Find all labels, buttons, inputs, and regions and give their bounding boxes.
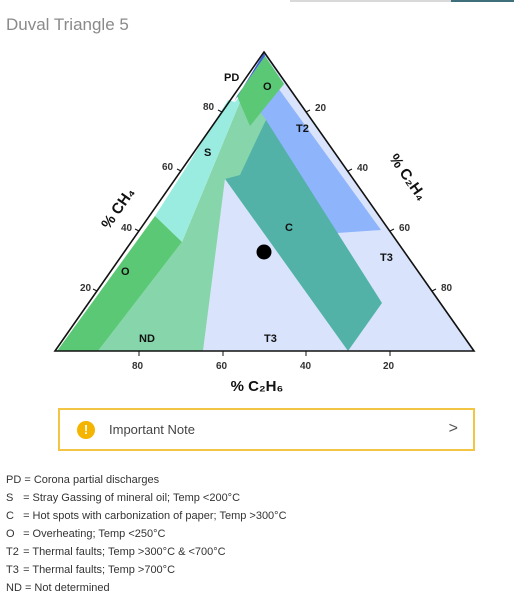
triangle-outline (53, 50, 476, 352)
left-ticks (92, 109, 223, 292)
region-o-top (237, 56, 284, 126)
right-axis-title: % C₂H₄ (386, 151, 430, 204)
right-tick-label: 20 (315, 103, 327, 114)
region-t3-bottom (203, 179, 348, 351)
legend-text: = Corona partial discharges (24, 474, 160, 486)
region-label-t3-bottom: T3 (264, 333, 277, 345)
region-c (225, 120, 382, 351)
legend-text: = Not determined (24, 582, 110, 594)
legend-code: T3 (6, 564, 19, 576)
legend-item: PD = Corona partial discharges (6, 471, 287, 489)
region-label-pd: PD (224, 72, 239, 84)
legend-code: S (6, 492, 14, 504)
legend-text: = Thermal faults; Temp >300°C & <700°C (23, 546, 226, 558)
left-axis-title: % CH₄ (98, 185, 138, 233)
legend: PD = Corona partial discharges S = Stray… (6, 471, 287, 597)
region-label-s: S (204, 147, 211, 159)
left-tick-label: 20 (80, 283, 92, 294)
region-label-t2: T2 (296, 123, 309, 135)
left-tick-label: 40 (121, 223, 133, 234)
bottom-tick-label: 40 (300, 361, 312, 372)
region-s (155, 90, 245, 242)
legend-code: PD (6, 474, 22, 486)
legend-item: T3 = Thermal faults; Temp >700°C (6, 561, 287, 579)
bottom-axis-title: % C₂H₆ (231, 378, 284, 395)
legend-code: T2 (6, 546, 19, 558)
legend-code: O (6, 528, 15, 540)
important-note-label: Important Note (109, 422, 195, 437)
left-tick-label: 60 (162, 162, 174, 173)
top-tab-indicator (451, 0, 514, 2)
measurement-marker (256, 244, 272, 260)
region-label-nd: ND (139, 333, 155, 345)
legend-item: O = Overheating; Temp <250°C (6, 525, 287, 543)
right-tick-label: 80 (441, 283, 453, 294)
exclamation-icon: ! (77, 421, 95, 439)
bottom-tick-label: 80 (132, 361, 144, 372)
legend-code: C (6, 510, 14, 522)
bottom-tick-label: 60 (216, 361, 228, 372)
bottom-tick-label: 20 (383, 361, 395, 372)
bottom-ticks (138, 351, 391, 356)
region-nd (98, 90, 266, 351)
legend-item: S = Stray Gassing of mineral oil; Temp <… (6, 489, 287, 507)
region-label-t3-right: T3 (380, 252, 393, 264)
legend-text: = Thermal faults; Temp >700°C (23, 564, 176, 576)
legend-item: C = Hot spots with carbonization of pape… (6, 507, 287, 525)
right-tick-label: 40 (357, 163, 369, 174)
region-label-o-top: O (263, 81, 272, 93)
right-tick-label: 60 (399, 223, 411, 234)
legend-code: ND (6, 582, 22, 594)
duval-triangle: PD O T2 S C O ND T3 T3 80 60 40 20 20 40… (53, 50, 476, 395)
region-o-left (57, 216, 182, 351)
region-label-o-left: O (121, 266, 130, 278)
top-divider (290, 0, 514, 2)
right-ticks (305, 109, 437, 292)
legend-text: = Stray Gassing of mineral oil; Temp <20… (23, 492, 241, 504)
legend-item: ND = Not determined (6, 579, 287, 597)
important-note-button[interactable]: ! Important Note > (58, 408, 475, 451)
legend-text: = Hot spots with carbonization of paper;… (23, 510, 287, 522)
page-title: Duval Triangle 5 (6, 15, 129, 34)
legend-item: T2 = Thermal faults; Temp >300°C & <700°… (6, 543, 287, 561)
region-pd (234, 53, 265, 102)
region-label-c: C (285, 222, 293, 234)
legend-text: = Overheating; Temp <250°C (23, 528, 166, 540)
chevron-right-icon: > (448, 420, 458, 437)
region-t2 (250, 63, 381, 233)
left-tick-label: 80 (203, 102, 215, 113)
